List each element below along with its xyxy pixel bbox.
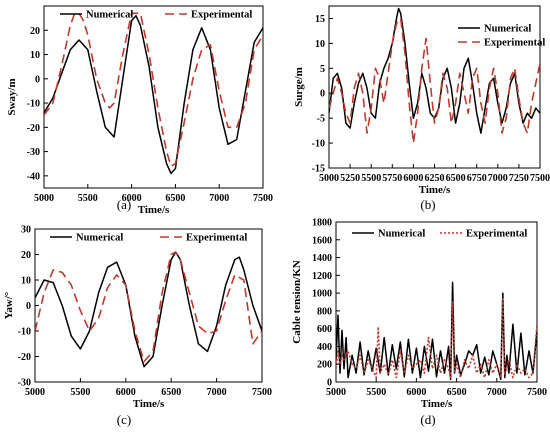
legend-label-experimental: Experimental — [466, 229, 527, 240]
panel-caption: (d) — [420, 412, 435, 427]
y-axis-label: Surge/m — [293, 67, 305, 107]
x-tick-label: 5000 — [319, 173, 339, 184]
y-tick-label: 0 — [327, 378, 332, 389]
legend-label-numerical: Numerical — [86, 10, 133, 21]
x-tick-label: 5000 — [326, 387, 346, 398]
y-tick-label: 10 — [21, 276, 31, 287]
y-tick-label: 400 — [317, 342, 332, 353]
y-axis-label: Sway/m — [6, 78, 18, 115]
x-tick-label: 7000 — [209, 193, 229, 204]
x-tick-label: 5500 — [78, 193, 98, 204]
y-tick-label: 20 — [21, 250, 31, 261]
y-tick-label: -20 — [27, 123, 40, 134]
x-tick-label: 5250 — [340, 173, 360, 184]
x-tick-label: 6250 — [425, 173, 445, 184]
plot-frame — [34, 228, 263, 383]
x-tick-label: 6500 — [447, 387, 467, 398]
x-axis-label: Time/s — [133, 398, 165, 410]
x-tick-label: 7500 — [527, 387, 547, 398]
x-tick-label: 5500 — [361, 173, 381, 184]
x-tick-label: 6000 — [122, 193, 142, 204]
x-axis-label: Time/s — [138, 204, 170, 216]
panel-caption: (c) — [117, 412, 131, 427]
x-axis-label: Time/s — [421, 398, 453, 410]
y-tick-label: 1000 — [312, 289, 332, 300]
legend-label-numerical: Numerical — [484, 24, 531, 35]
y-tick-label: 30 — [21, 225, 31, 236]
x-tick-label: 6500 — [161, 387, 181, 398]
x-tick-label: 5000 — [25, 387, 45, 398]
y-tick-label: 1400 — [312, 253, 332, 264]
x-tick-label: 7000 — [207, 387, 227, 398]
x-tick-label: 5000 — [34, 193, 54, 204]
series-line-experimental — [329, 17, 540, 144]
series-line-experimental — [35, 251, 262, 363]
x-tick-label: 7500 — [253, 193, 273, 204]
x-tick-label: 7500 — [530, 173, 550, 184]
panel-d: 5000 5500 6000 6500 7000 7500 0 200 400 600 800 100… — [291, 218, 547, 428]
plot-frame — [43, 5, 264, 189]
y-tick-label: 1600 — [312, 235, 332, 246]
y-tick-label: -10 — [18, 327, 31, 338]
y-tick-label: -15 — [312, 164, 325, 175]
y-tick-label: 0 — [26, 301, 31, 312]
legend-label-experimental: Experimental — [191, 10, 252, 21]
y-tick-label: -30 — [27, 147, 40, 158]
y-tick-label: -30 — [18, 378, 31, 389]
y-tick-label: 800 — [317, 306, 332, 317]
x-tick-label: 7000 — [488, 173, 508, 184]
y-axis-label: Yaw/° — [3, 292, 15, 320]
x-tick-label: 7000 — [487, 387, 507, 398]
y-tick-label: -20 — [18, 352, 31, 363]
series-line-experimental — [336, 296, 537, 379]
y-axis-label: Cable tension/KN — [291, 260, 303, 343]
series-line-numerical — [44, 14, 263, 175]
x-tick-label: 7500 — [252, 387, 272, 398]
plot-frame — [335, 221, 538, 383]
y-tick-label: 200 — [317, 360, 332, 371]
x-tick-label: 6750 — [467, 173, 487, 184]
legend-label-experimental: Experimental — [484, 38, 545, 49]
legend-label-numerical: Numerical — [76, 233, 123, 244]
x-tick-label: 6500 — [165, 193, 185, 204]
panel-a: 5000 5500 6000 6500 7000 7500 -40 -30 -20 -10 0 10 2… — [6, 5, 273, 216]
y-tick-label: 15 — [315, 14, 325, 25]
y-tick-label: 0 — [320, 89, 325, 100]
series-line-numerical — [35, 251, 262, 368]
y-tick-label: 0 — [35, 74, 40, 85]
y-tick-label: 5 — [320, 64, 325, 75]
x-tick-label: 5500 — [366, 387, 386, 398]
y-tick-label: -10 — [312, 139, 325, 150]
series-line-experimental — [44, 12, 263, 167]
x-tick-label: 6000 — [116, 387, 136, 398]
panel-b: 5000 5250 5500 5750 6000 6250 6500 6750 7000 7250… — [293, 5, 550, 212]
y-tick-label: 20 — [30, 26, 40, 37]
legend-label-numerical: Numerical — [378, 229, 425, 240]
y-tick-label: -10 — [27, 99, 40, 110]
panel-caption: (b) — [420, 197, 435, 212]
y-tick-label: 10 — [30, 50, 40, 61]
legend-label-experimental: Experimental — [186, 233, 247, 244]
y-tick-label: -5 — [317, 114, 325, 125]
y-tick-label: 1800 — [312, 218, 332, 229]
x-tick-label: 5500 — [70, 387, 90, 398]
panel-caption: (a) — [117, 197, 131, 212]
y-tick-label: 600 — [317, 324, 332, 335]
y-tick-label: 10 — [315, 39, 325, 50]
series-line-numerical — [329, 7, 540, 134]
x-tick-label: 5750 — [382, 173, 402, 184]
y-tick-label: 1200 — [312, 271, 332, 282]
x-axis-label: Time/s — [419, 184, 451, 196]
x-tick-label: 7250 — [509, 173, 529, 184]
panel-c: 5000 5500 6000 6500 7000 7500 -30 -20 -10 0 10 20 30… — [3, 225, 272, 428]
x-tick-label: 6000 — [403, 173, 423, 184]
series-line-numerical — [336, 281, 537, 381]
y-tick-label: -40 — [27, 171, 40, 182]
x-tick-label: 6000 — [406, 387, 426, 398]
x-tick-label: 6500 — [446, 173, 466, 184]
